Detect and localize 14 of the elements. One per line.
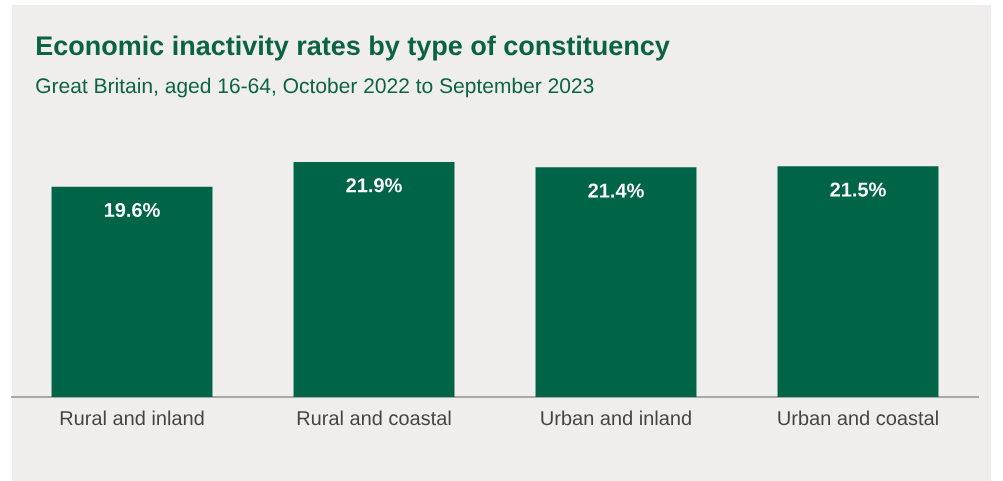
- bar: [535, 167, 697, 397]
- bar: [777, 166, 939, 397]
- data-label: 21.9%: [346, 178, 402, 193]
- bar: [51, 186, 213, 397]
- x-tick-label: Urban and inland: [541, 410, 691, 426]
- data-label: 21.4%: [588, 183, 644, 198]
- data-label: 19.6%: [104, 202, 160, 218]
- x-tick-label: Rural and inland: [60, 410, 204, 426]
- x-tick-label: Rural and coastal: [297, 410, 451, 426]
- data-label: 21.5%: [830, 182, 886, 197]
- chart-subtitle: Great Britain, aged 16-64, October 2022 to September 2023: [36, 77, 594, 98]
- x-tick-label: Urban and coastal: [778, 410, 938, 426]
- bar: [293, 161, 455, 397]
- chart-title: Economic inactivity rates by type of constituency: [37, 35, 670, 61]
